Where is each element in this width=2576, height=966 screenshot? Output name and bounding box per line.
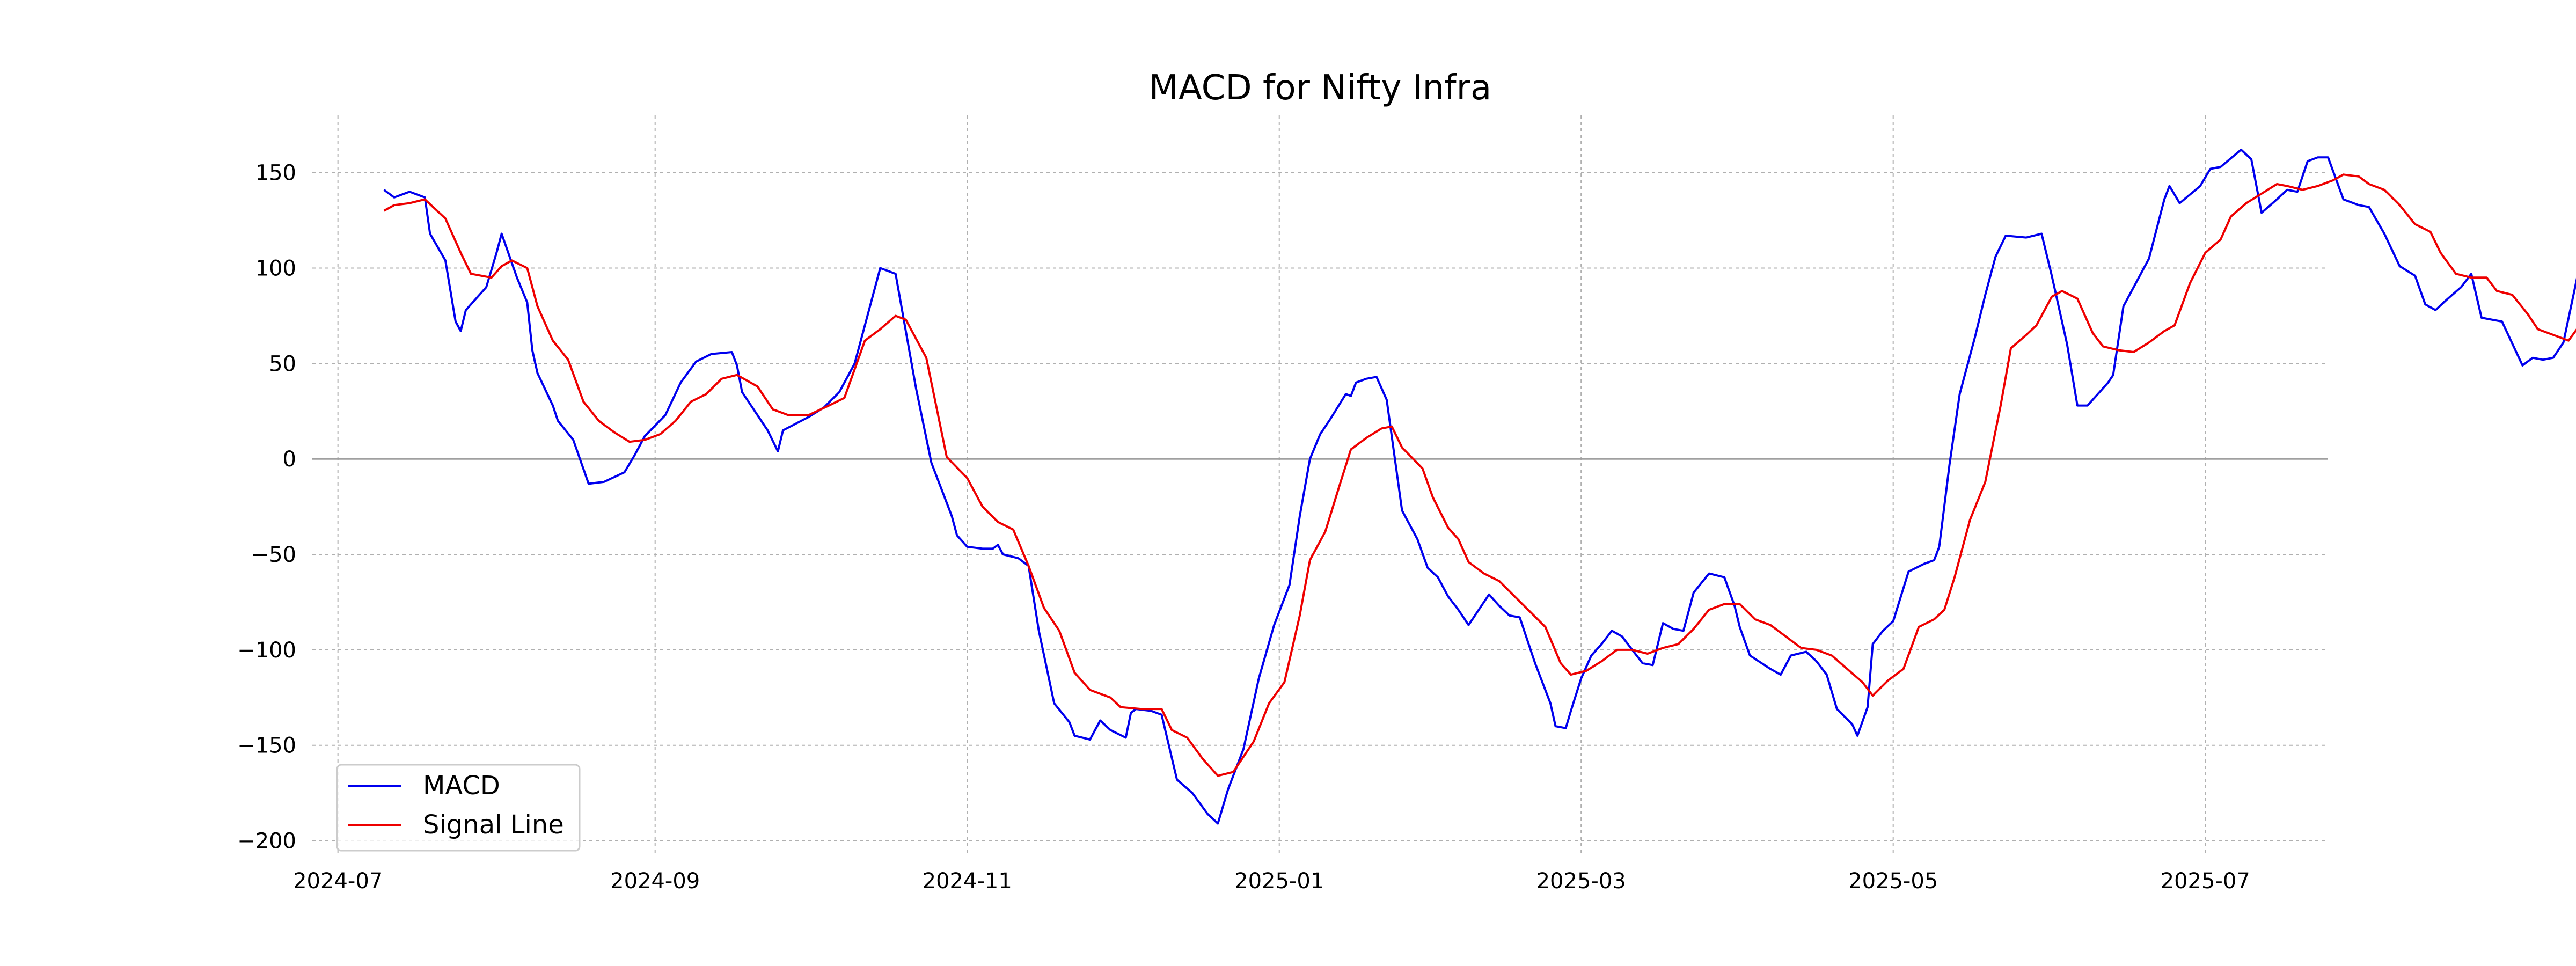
x-tick-label: 2025-05: [1848, 869, 1938, 894]
x-tick-label: 2025-03: [1536, 869, 1626, 894]
series-line-macd: [383, 149, 2576, 825]
x-tick-label: 2024-07: [293, 869, 383, 894]
x-tick-label: 2025-01: [1234, 869, 1324, 894]
legend: MACD Signal Line: [336, 764, 581, 852]
x-tick-label: 2025-07: [2161, 869, 2250, 894]
y-tick-label: 50: [269, 352, 296, 376]
y-tick-label: −200: [237, 829, 296, 854]
series-line-signal-line: [383, 173, 2576, 777]
y-tick-label: −150: [237, 734, 296, 758]
legend-label-macd: MACD: [423, 771, 500, 801]
y-tick-label: 150: [255, 161, 296, 186]
y-tick-label: −50: [251, 543, 296, 567]
x-tick-label: 2024-09: [610, 869, 700, 894]
y-tick-label: 100: [255, 257, 296, 281]
x-tick-label: 2024-11: [923, 869, 1012, 894]
y-tick-label: 0: [283, 447, 296, 472]
chart-title: MACD for Nifty Infra: [1149, 68, 1491, 108]
axis-layer: −200 −150 −100 −50 0 50 100 150 2024-07 2024-09 20…: [237, 161, 2250, 894]
series-layer: [383, 149, 2576, 825]
y-tick-label: −100: [237, 638, 296, 663]
legend-label-signal-line: Signal Line: [423, 810, 564, 840]
